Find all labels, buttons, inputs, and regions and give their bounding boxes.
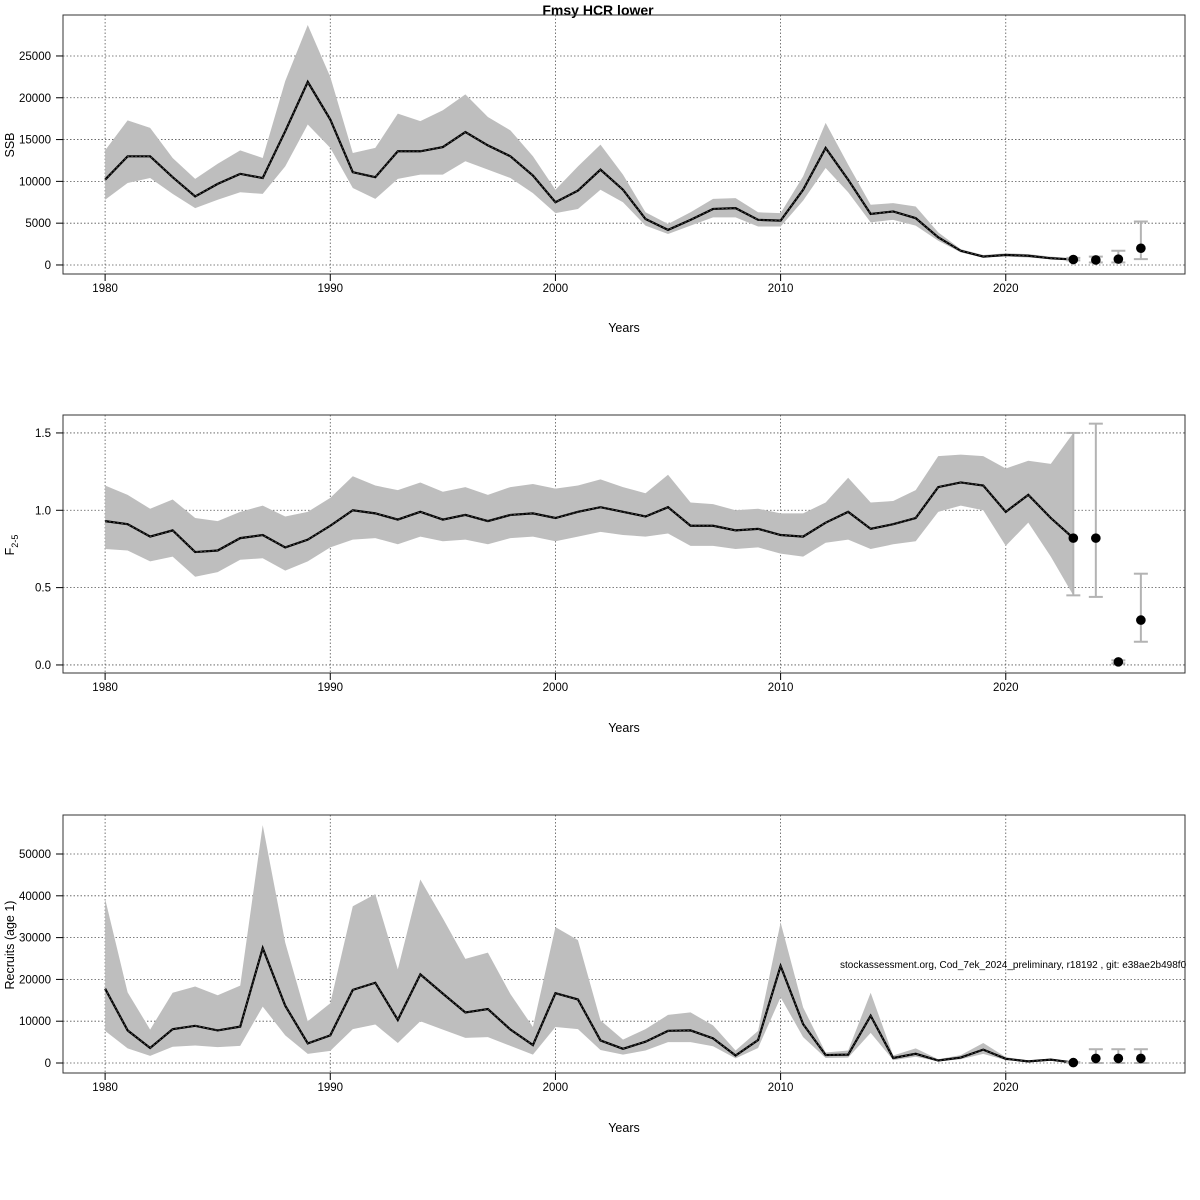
- fbar-y-tick-label: 1.5: [35, 428, 51, 440]
- ssb-y-tick-label: 0: [45, 260, 51, 272]
- recruits-y-tick-label: 20000: [19, 974, 51, 986]
- source-watermark: stockassessment.org, Cod_7ek_2024_prelim…: [840, 960, 1187, 971]
- recruits-confidence-band: [105, 825, 1074, 1063]
- ssb-x-tick-label: 2010: [768, 283, 794, 295]
- ssb-y-tick-label: 20000: [19, 93, 51, 105]
- recruits-x-tick-label: 2010: [768, 1082, 794, 1094]
- ssb-y-tick-label: 5000: [25, 218, 51, 230]
- recruits-y-tick-label: 40000: [19, 891, 51, 903]
- fbar-forecast-point: [1091, 533, 1101, 543]
- fbar-y-label-main: F: [3, 547, 17, 555]
- recruits-x-tick-label: 2020: [993, 1082, 1019, 1094]
- recruits-y-tick-label: 30000: [19, 933, 51, 945]
- fbar-y-label-subscript: 2-5: [10, 535, 20, 548]
- fbar-x-tick-label: 2000: [543, 682, 569, 694]
- recruits-forecast-point: [1113, 1053, 1124, 1064]
- fbar-forecast-point: [1068, 533, 1079, 543]
- ssb-y-tick-label: 15000: [19, 135, 51, 147]
- ssb-panel: 1980 1990 2000 2010 2020 0 5000 10000 15000 20000…: [3, 14, 1186, 335]
- ssb-plot-box: [62, 14, 1186, 275]
- fbar-x-tick-label: 2020: [993, 682, 1019, 694]
- recruits-panel: 1980 1990 2000 2010 2020 0 10000 20000 30000 4000…: [3, 814, 1187, 1135]
- recruits-x-tick-label: 1990: [317, 1082, 343, 1094]
- fbar-estimate-line-dash: [105, 482, 1074, 553]
- ssb-x-tick-label: 2020: [993, 283, 1019, 295]
- ssb-forecast-point: [1091, 255, 1101, 265]
- recruits-y-tick-label: 0: [45, 1058, 51, 1070]
- fbar-panel: 1980 1990 2000 2010 2020 0.0 0.5 1.0 1.5 Years F…: [3, 414, 1186, 735]
- figure-title: Fmsy HCR lower: [542, 2, 654, 18]
- fbar-forecast-point: [1113, 657, 1124, 667]
- recruits-x-tick-label: 1980: [92, 1082, 118, 1094]
- fbar-x-tick-label: 1980: [92, 682, 118, 694]
- fbar-confidence-band: [105, 432, 1074, 596]
- recruits-y-tick-label: 10000: [19, 1016, 51, 1028]
- ssb-x-tick-label: 1980: [92, 283, 118, 295]
- ssb-y-tick-label: 25000: [19, 51, 51, 63]
- ssb-x-tick-label: 1990: [317, 283, 343, 295]
- fbar-forecast-point: [1136, 615, 1146, 625]
- recruits-y-tick-label: 50000: [19, 849, 51, 861]
- ssb-forecast-point: [1068, 254, 1079, 265]
- fbar-y-tick-label: 1.0: [35, 505, 51, 517]
- recruits-plot-box: [62, 814, 1186, 1074]
- recruits-forecast-point: [1136, 1053, 1146, 1064]
- recruits-x-axis-label: Years: [608, 1121, 640, 1135]
- ssb-x-axis-label: Years: [608, 321, 640, 335]
- ssb-forecast-point: [1113, 254, 1124, 264]
- recruits-forecast-point: [1091, 1053, 1101, 1064]
- ssb-y-axis-label: SSB: [3, 132, 17, 157]
- fbar-y-tick-label: 0.0: [35, 660, 51, 672]
- recruits-forecast-point: [1068, 1057, 1079, 1068]
- ssb-estimate-line-dash: [104, 81, 1074, 260]
- recruits-y-axis-label: Recruits (age 1): [3, 901, 17, 990]
- fbar-y-axis-label: F2-5: [3, 535, 20, 556]
- ssb-y-tick-label: 10000: [19, 176, 51, 188]
- fbar-x-tick-label: 1990: [317, 682, 343, 694]
- fbar-plot-box: [62, 414, 1186, 674]
- fbar-y-tick-label: 0.5: [35, 583, 51, 595]
- ssb-forecast-point: [1136, 243, 1146, 254]
- ssb-confidence-band: [105, 25, 1074, 261]
- recruits-x-tick-label: 2000: [543, 1082, 569, 1094]
- fbar-x-tick-label: 2010: [768, 682, 794, 694]
- fbar-x-axis-label: Years: [608, 721, 640, 735]
- recruits-estimate-line-dash: [104, 946, 1074, 1063]
- ssb-x-tick-label: 2000: [543, 283, 569, 295]
